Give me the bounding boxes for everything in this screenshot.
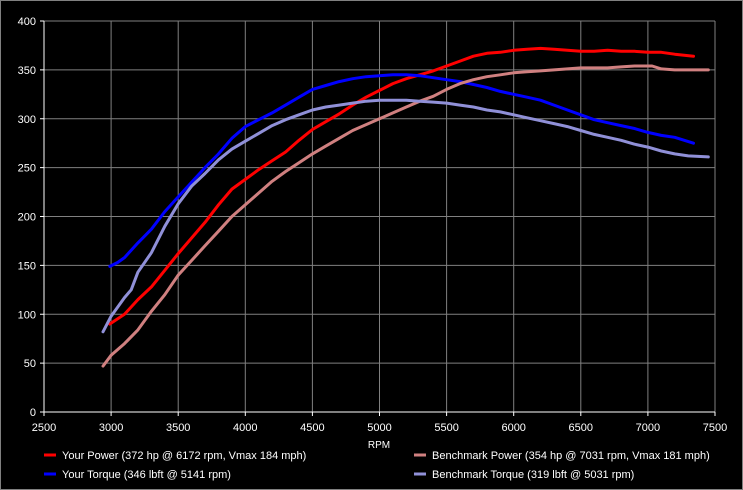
x-tick-label: 5000: [367, 422, 391, 434]
y-tick-label: 350: [18, 65, 36, 77]
series-lines: [101, 46, 710, 368]
series-line-3: [101, 64, 710, 368]
y-tick-label: 400: [18, 16, 36, 28]
x-tick-labels: 2500 3000 3500 4000 4500 5000 5500 6000 6500 7000…: [32, 422, 727, 434]
x-tick-label: 6500: [569, 422, 593, 434]
y-tick-label: 250: [18, 163, 36, 175]
legend: Your Power (372 hp @ 6172 rpm, Vmax 184 …: [44, 450, 710, 481]
legend-label-1: Your Power (372 hp @ 6172 rpm, Vmax 184 …: [62, 450, 306, 462]
y-tick-label: 50: [24, 358, 36, 370]
x-tick-label: 6000: [501, 422, 525, 434]
y-tick-label: 100: [18, 309, 36, 321]
legend-label-2: Your Torque (346 lbft @ 5141 rpm): [62, 469, 231, 481]
x-tick-label: 4500: [300, 422, 324, 434]
x-tick-label: 5500: [434, 422, 458, 434]
series-line-4: [101, 98, 710, 334]
axes: [40, 20, 716, 416]
y-tick-label: 200: [18, 212, 36, 224]
series-line-2: [108, 73, 695, 268]
x-tick-label: 7000: [636, 422, 660, 434]
x-tick-label: 3000: [99, 422, 123, 434]
y-tick-label: 0: [30, 407, 36, 419]
legend-label-4: Benchmark Torque (319 lbft @ 5031 rpm): [432, 469, 634, 481]
series-line-1: [108, 46, 695, 326]
x-tick-label: 2500: [32, 422, 56, 434]
x-tick-label: 7500: [703, 422, 727, 434]
y-tick-labels: 0 50 100 150 200 250 300 350 400: [18, 16, 36, 419]
legend-label-3: Benchmark Power (354 hp @ 7031 rpm, Vmax…: [432, 450, 710, 462]
y-tick-label: 150: [18, 260, 36, 272]
y-tick-label: 300: [18, 114, 36, 126]
x-axis-label: RPM: [368, 440, 390, 451]
x-tick-label: 3500: [166, 422, 190, 434]
x-tick-label: 4000: [233, 422, 257, 434]
